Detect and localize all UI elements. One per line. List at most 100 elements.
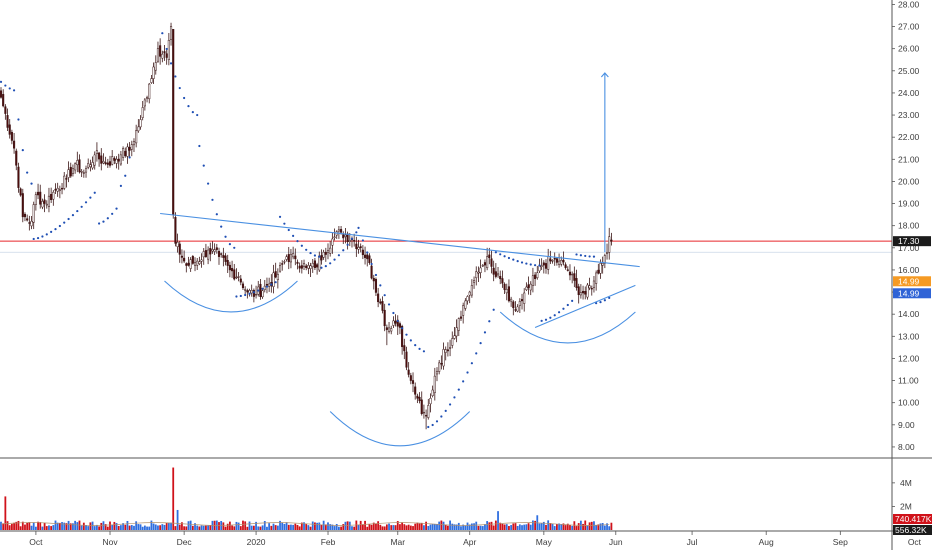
volume-bar	[569, 525, 571, 530]
time-tick-label: Aug	[759, 537, 774, 547]
volume-bar	[516, 525, 519, 530]
volume-bar	[331, 524, 334, 530]
volume-bar	[575, 526, 578, 530]
volume-bar	[187, 521, 190, 530]
price-tick-label: 23.00	[898, 110, 920, 120]
candle	[255, 285, 258, 299]
psar-dot	[409, 339, 412, 342]
volume-bar	[130, 525, 133, 530]
candle	[108, 155, 112, 168]
psar-dot	[534, 264, 537, 267]
candle-body	[555, 258, 558, 263]
volume-bar	[163, 524, 166, 530]
volume-bar	[501, 523, 504, 530]
candle-body	[187, 262, 190, 266]
price-tick-label: 25.00	[898, 66, 920, 76]
candle	[222, 247, 225, 267]
volume-bar	[202, 525, 205, 530]
candle	[595, 270, 598, 291]
candle-body	[222, 255, 225, 258]
candle	[529, 281, 532, 296]
price-tick-label: 18.00	[898, 221, 920, 231]
candle-body	[505, 289, 508, 294]
candle	[226, 254, 229, 273]
candle	[167, 32, 170, 66]
candle-body	[320, 255, 323, 261]
candle	[45, 200, 48, 209]
volume-bar	[438, 521, 441, 530]
candle-body	[93, 154, 96, 166]
volume-bar	[479, 525, 482, 530]
candle-body	[287, 254, 290, 263]
candle-body	[329, 247, 332, 254]
volume-bar	[606, 523, 608, 530]
candle	[259, 279, 262, 300]
volume-bar	[205, 525, 207, 530]
price-tick-label: 27.00	[898, 22, 920, 32]
candle	[575, 269, 578, 291]
volume-bar	[165, 522, 168, 530]
candle-body	[534, 274, 537, 280]
price-badge-bg	[893, 236, 931, 247]
volume-badge-bg	[893, 525, 932, 535]
volume-bar	[453, 524, 456, 530]
psar-dot	[119, 184, 122, 187]
psar-dot	[538, 264, 541, 267]
candle-body	[392, 320, 395, 326]
candle	[507, 279, 510, 303]
candle	[124, 147, 127, 158]
candle	[316, 262, 319, 275]
candle-body	[113, 158, 116, 161]
candle-body	[429, 398, 432, 405]
volume-bar	[67, 520, 70, 530]
price-badge: 14.99	[893, 288, 931, 299]
candle	[241, 281, 245, 291]
volume-bar	[104, 524, 107, 530]
candle-body	[425, 415, 428, 417]
candle	[416, 393, 419, 404]
volume-bar	[381, 526, 384, 530]
volume-bar	[455, 524, 458, 530]
candle-body	[483, 262, 487, 266]
volume-bar	[63, 522, 66, 530]
volume-bar	[429, 524, 432, 530]
candle-body	[473, 280, 476, 283]
candle-body	[189, 259, 192, 269]
time-tick-label: 2020	[247, 537, 266, 547]
volume-bar	[174, 526, 177, 530]
candle-body	[4, 106, 7, 114]
candle	[34, 191, 37, 211]
candle	[429, 393, 432, 413]
candle	[422, 404, 425, 419]
candle-body	[98, 152, 101, 160]
candle-body	[359, 246, 362, 249]
psar-dot	[387, 303, 391, 306]
candle-body	[433, 375, 436, 393]
volume-bar	[436, 524, 438, 530]
candle	[597, 263, 600, 275]
volume-bar	[303, 522, 305, 530]
volume-bar	[444, 524, 447, 530]
psar-dot	[520, 261, 524, 264]
volume-bar	[255, 521, 257, 530]
candle	[176, 233, 179, 253]
candle	[353, 233, 356, 247]
candle-body	[108, 161, 112, 166]
volume-bar	[379, 524, 382, 530]
volume-bar	[115, 523, 118, 530]
volume-bar	[521, 525, 523, 530]
candle	[481, 264, 484, 267]
candle-body	[285, 256, 288, 260]
volume-bar	[198, 526, 201, 530]
time-tick-label: Oct	[29, 537, 43, 547]
candle	[414, 382, 417, 400]
candle-body	[510, 298, 513, 302]
volume-bar	[124, 524, 127, 530]
candle	[198, 256, 201, 266]
candle-body	[300, 265, 303, 269]
drawing-overlay-layer[interactable]	[160, 72, 640, 447]
candle-body	[102, 161, 105, 164]
volume-bar	[148, 526, 151, 530]
volume-bar	[338, 526, 340, 530]
